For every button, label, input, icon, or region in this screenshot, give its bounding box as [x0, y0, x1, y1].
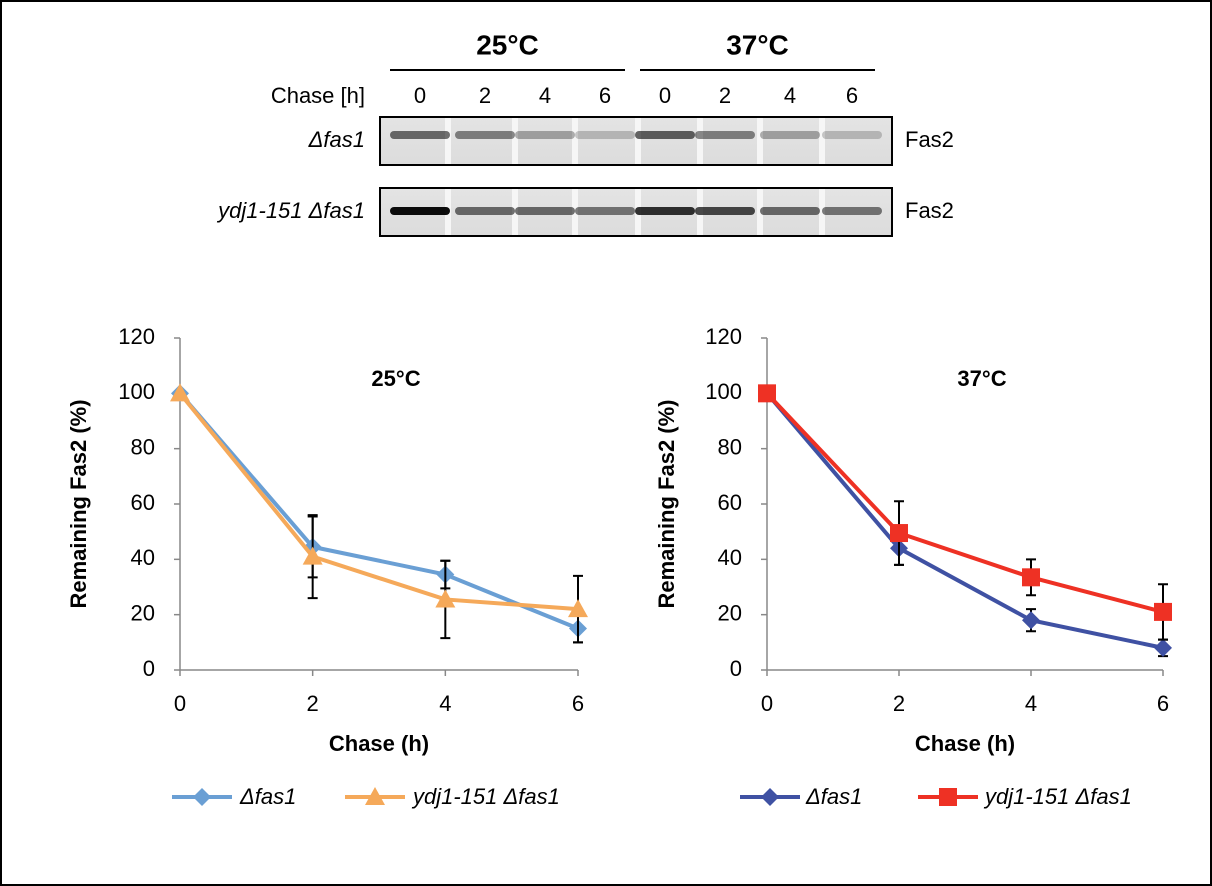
- band: [635, 207, 695, 215]
- band: [575, 131, 635, 139]
- lane-label: 4: [539, 83, 551, 108]
- legend-marker: [939, 788, 957, 806]
- y-tick-label: 120: [705, 324, 742, 349]
- x-tick-label: 6: [1157, 691, 1169, 716]
- legend-label: ydj1-151 Δfas1: [983, 784, 1132, 809]
- legend-label: Δfas1: [805, 784, 862, 809]
- chart-title: 37°C: [957, 366, 1006, 391]
- figure: Chase [h] Δfas1 ydj1-151 Δfas1 Fas2 Fas2…: [0, 0, 1212, 886]
- lane-label: 2: [719, 83, 731, 108]
- band: [695, 131, 755, 139]
- marker: [1154, 603, 1172, 621]
- lane-gap: [635, 117, 641, 165]
- y-tick-label: 100: [705, 379, 742, 404]
- chase-label: Chase [h]: [271, 83, 365, 108]
- strain-label: Δfas1: [308, 127, 365, 152]
- x-tick-label: 4: [439, 691, 451, 716]
- y-tick-label: 20: [718, 600, 742, 625]
- band: [635, 131, 695, 139]
- lane-label: 4: [784, 83, 796, 108]
- y-tick-label: 0: [730, 656, 742, 681]
- temperature-label: 37°C: [726, 29, 789, 60]
- band: [515, 207, 575, 215]
- y-tick-label: 80: [131, 434, 155, 459]
- lane-gap: [819, 117, 825, 165]
- y-axis-label: Remaining Fas2 (%): [66, 399, 91, 608]
- band: [390, 207, 450, 215]
- x-tick-label: 2: [307, 691, 319, 716]
- x-tick-label: 0: [761, 691, 773, 716]
- band: [455, 131, 515, 139]
- lane-label: 6: [599, 83, 611, 108]
- y-tick-label: 80: [718, 434, 742, 459]
- y-tick-label: 0: [143, 656, 155, 681]
- x-tick-label: 0: [174, 691, 186, 716]
- legend-label: Δfas1: [239, 784, 296, 809]
- x-tick-label: 6: [572, 691, 584, 716]
- band: [515, 131, 575, 139]
- y-axis-label: Remaining Fas2 (%): [654, 399, 679, 608]
- lane-label: 2: [479, 83, 491, 108]
- y-tick-label: 40: [131, 545, 155, 570]
- band: [455, 207, 515, 215]
- legend-label: ydj1-151 Δfas1: [411, 784, 560, 809]
- marker: [890, 524, 908, 542]
- x-axis-label: Chase (h): [915, 731, 1015, 756]
- y-tick-label: 100: [118, 379, 155, 404]
- temperature-label: 25°C: [476, 29, 539, 60]
- band: [822, 207, 882, 215]
- band: [695, 207, 755, 215]
- lane-label: 6: [846, 83, 858, 108]
- strain-label: ydj1-151 Δfas1: [216, 198, 365, 223]
- lane-gap: [572, 117, 578, 165]
- band: [822, 131, 882, 139]
- band: [575, 207, 635, 215]
- band: [760, 207, 820, 215]
- y-tick-label: 120: [118, 324, 155, 349]
- lane-label: 0: [659, 83, 671, 108]
- x-axis-label: Chase (h): [329, 731, 429, 756]
- y-tick-label: 60: [131, 490, 155, 515]
- marker: [758, 384, 776, 402]
- x-tick-label: 4: [1025, 691, 1037, 716]
- x-tick-label: 2: [893, 691, 905, 716]
- lane-gap: [445, 117, 451, 165]
- y-tick-label: 20: [131, 600, 155, 625]
- marker: [1022, 568, 1040, 586]
- band: [760, 131, 820, 139]
- lane-gap: [697, 117, 703, 165]
- protein-label: Fas2: [905, 127, 954, 152]
- y-tick-label: 60: [718, 490, 742, 515]
- chart-title: 25°C: [371, 366, 420, 391]
- y-tick-label: 40: [718, 545, 742, 570]
- lane-label: 0: [414, 83, 426, 108]
- page: Chase [h] Δfas1 ydj1-151 Δfas1 Fas2 Fas2…: [0, 0, 1212, 886]
- band: [390, 131, 450, 139]
- protein-label: Fas2: [905, 198, 954, 223]
- lane-gap: [512, 117, 518, 165]
- lane-gap: [757, 117, 763, 165]
